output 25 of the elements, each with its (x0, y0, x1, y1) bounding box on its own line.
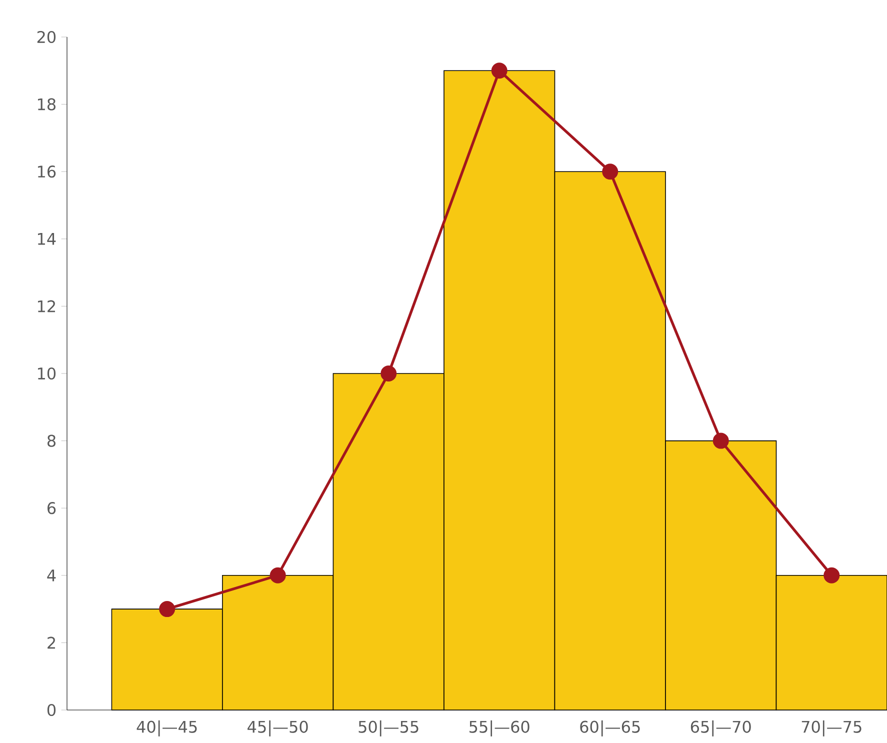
y-tick-label: 12 (38, 300, 55, 312)
point (270, 567, 286, 584)
point (602, 164, 618, 180)
y-tick-label: 14 (38, 233, 56, 245)
point (159, 601, 176, 618)
point (824, 567, 840, 584)
x-tick-label: 60|—65 (580, 720, 640, 736)
point (380, 366, 397, 382)
y-tick-label: 16 (38, 166, 56, 178)
x-tick-label: 50|—55 (358, 720, 418, 736)
y-tick-label: 6 (48, 502, 56, 514)
x-tick-label: 40|—45 (136, 720, 197, 736)
y-tick-label: 18 (38, 98, 56, 110)
point (712, 432, 729, 449)
y-tick-label: 0 (47, 704, 56, 716)
x-tick-label: 65|—70 (690, 720, 751, 736)
point (491, 62, 508, 79)
y-tick-label: 10 (38, 367, 56, 380)
x-tick-label: 70|—75 (802, 720, 862, 736)
y-tick-label: 8 (48, 434, 56, 447)
y-tick-label: 20 (37, 30, 56, 44)
y-tick-label: 4 (47, 570, 56, 582)
x-tick-label: 45|—50 (248, 720, 308, 736)
x-tick-label: 55|—60 (470, 720, 530, 736)
y-tick-label: 2 (48, 636, 55, 649)
